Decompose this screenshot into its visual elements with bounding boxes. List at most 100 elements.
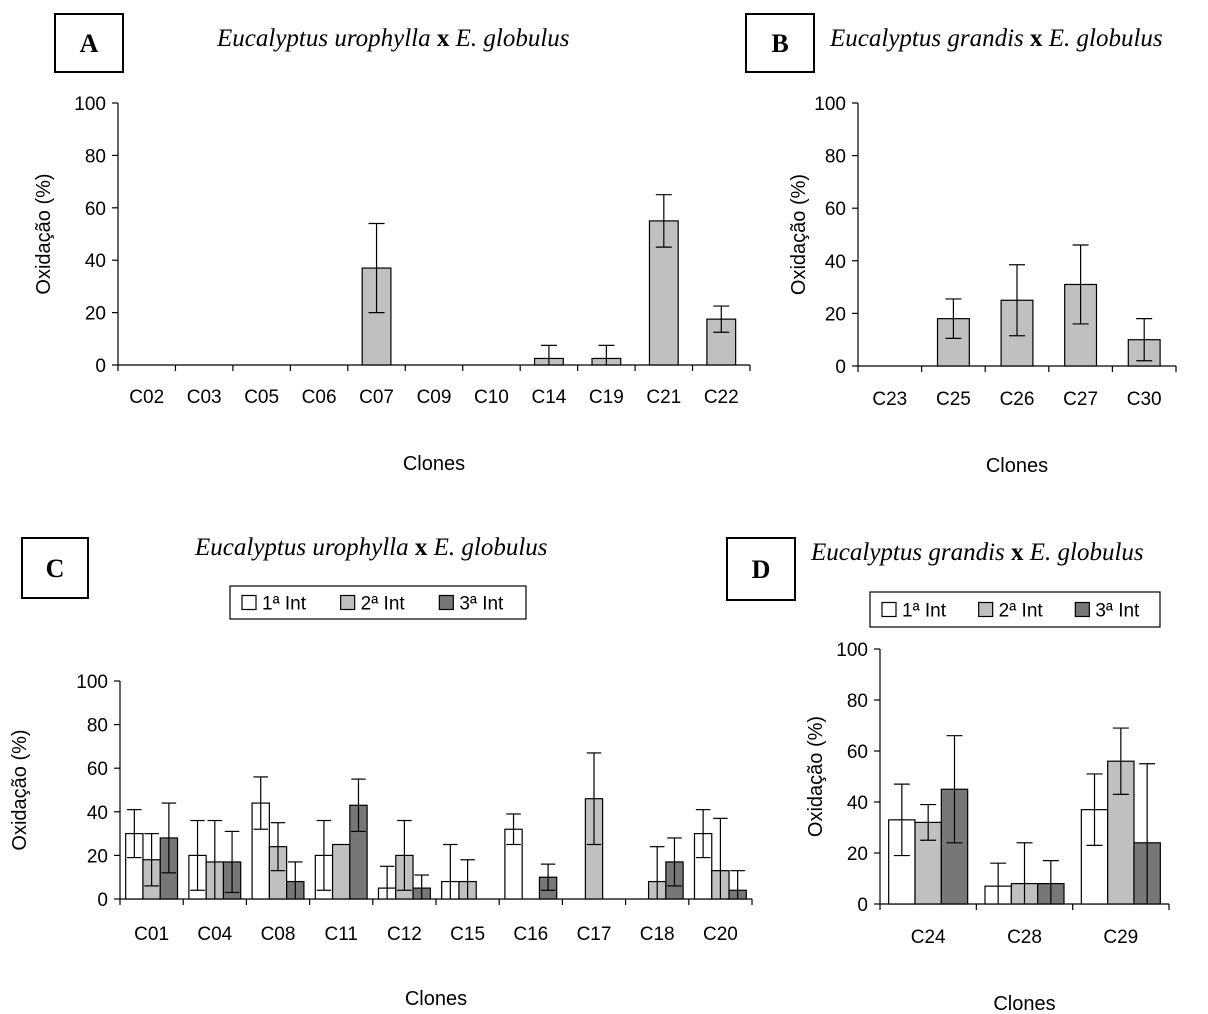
y-tick-label: 80 bbox=[825, 147, 846, 168]
y-axis-label: Oxidação (%) bbox=[33, 173, 55, 294]
x-tick-label: C27 bbox=[1063, 389, 1098, 410]
y-tick-label: 20 bbox=[847, 844, 868, 865]
chart-title: Eucalyptus grandis x E. globulus bbox=[810, 539, 1144, 566]
x-tick-label: C15 bbox=[450, 924, 485, 945]
title-species-2: E. globulus bbox=[1029, 539, 1144, 566]
x-axis-label: Clones bbox=[405, 988, 467, 1010]
title-species-1: Eucalyptus urophylla bbox=[194, 534, 409, 561]
x-tick-label: C18 bbox=[640, 924, 675, 945]
legend: 1ª Int 2ª Int 3ª Int bbox=[229, 585, 527, 620]
x-tick-label: C29 bbox=[1103, 927, 1138, 948]
y-tick-label: 60 bbox=[847, 742, 868, 763]
chart-panel-d: D Eucalyptus grandis x E. globulus 0 20 40 60… bbox=[726, 537, 1170, 1014]
y-tick-label: 80 bbox=[87, 716, 108, 737]
chart-panel-c: C Eucalyptus urophylla x E. globulus 0 20 40… bbox=[9, 534, 753, 1010]
y-tick-label: 0 bbox=[857, 895, 868, 916]
title-species-2: E. globulus bbox=[455, 25, 570, 52]
x-tick-label: C01 bbox=[134, 924, 169, 945]
chart-panel-a: A Eucalyptus urophylla x E. globulus 0 20 40… bbox=[33, 13, 751, 475]
title-species-1: Eucalyptus grandis bbox=[810, 539, 1005, 566]
x-tick-label: C20 bbox=[703, 924, 738, 945]
y-tick-label: 40 bbox=[87, 803, 108, 824]
x-tick-label: C26 bbox=[1000, 389, 1035, 410]
x-tick-label: C07 bbox=[359, 387, 394, 408]
x-tick-label: C17 bbox=[577, 924, 612, 945]
legend-label: 2ª Int bbox=[999, 601, 1044, 622]
title-cross: x bbox=[1005, 539, 1030, 566]
chart-title: Eucalyptus grandis x E. globulus bbox=[829, 25, 1163, 52]
x-tick-label: C30 bbox=[1127, 389, 1162, 410]
y-tick-label: 60 bbox=[87, 759, 108, 780]
x-tick-label: C08 bbox=[261, 924, 296, 945]
x-tick-label: C04 bbox=[197, 924, 232, 945]
legend-swatch bbox=[1074, 601, 1090, 618]
x-tick-label: C14 bbox=[531, 387, 566, 408]
legend: 1ª Int 2ª Int 3ª Int bbox=[869, 591, 1161, 628]
panel-label-box bbox=[745, 13, 815, 73]
title-cross: x bbox=[1024, 25, 1049, 52]
y-tick-label: 60 bbox=[85, 199, 106, 220]
x-tick-label: C11 bbox=[324, 924, 357, 945]
y-axis-label: Oxidação (%) bbox=[788, 174, 810, 295]
x-tick-label: C22 bbox=[704, 387, 739, 408]
legend-swatch bbox=[978, 601, 994, 618]
title-species-1: Eucalyptus grandis bbox=[829, 25, 1024, 52]
y-tick-label: 0 bbox=[95, 356, 106, 377]
legend-label: 3ª Int bbox=[459, 594, 504, 615]
y-tick-label: 0 bbox=[97, 890, 108, 911]
y-tick-label: 0 bbox=[835, 357, 846, 378]
y-tick-label: 60 bbox=[825, 199, 846, 220]
y-tick-label: 40 bbox=[825, 252, 846, 273]
y-tick-label: 40 bbox=[85, 251, 106, 272]
x-tick-label: C19 bbox=[589, 387, 624, 408]
x-tick-label: C10 bbox=[474, 387, 509, 408]
legend-label: 1ª Int bbox=[902, 601, 947, 622]
bar bbox=[940, 788, 969, 905]
title-species-2: E. globulus bbox=[1048, 25, 1163, 52]
title-species-1: Eucalyptus urophylla bbox=[216, 25, 431, 52]
panel-label-box bbox=[21, 537, 89, 599]
x-tick-label: C05 bbox=[244, 387, 279, 408]
y-tick-label: 80 bbox=[847, 691, 868, 712]
chart-panel-b: B Eucalyptus grandis x E. globulus 0 20 40 60… bbox=[745, 13, 1177, 477]
legend-label: 2ª Int bbox=[361, 594, 406, 615]
legend-frame bbox=[229, 585, 527, 620]
legend-swatch bbox=[340, 594, 356, 611]
legend-swatch bbox=[241, 594, 257, 611]
legend-frame bbox=[869, 591, 1161, 628]
y-tick-label: 20 bbox=[85, 304, 106, 325]
x-tick-label: C03 bbox=[187, 387, 222, 408]
y-tick-label: 40 bbox=[847, 793, 868, 814]
x-tick-label: C23 bbox=[872, 389, 907, 410]
panel-label-box bbox=[726, 537, 796, 601]
x-tick-label: C25 bbox=[936, 389, 971, 410]
legend-label: 1ª Int bbox=[262, 594, 307, 615]
legend-label: 3ª Int bbox=[1095, 601, 1140, 622]
x-tick-label: C09 bbox=[417, 387, 452, 408]
title-cross: x bbox=[409, 534, 434, 561]
y-tick-label: 100 bbox=[836, 640, 868, 661]
x-tick-label: C06 bbox=[302, 387, 337, 408]
x-tick-label: C12 bbox=[387, 924, 422, 945]
y-tick-label: 100 bbox=[76, 672, 108, 693]
panel-label: B bbox=[771, 29, 788, 58]
legend-swatch bbox=[881, 601, 897, 618]
legend-swatch bbox=[438, 594, 454, 611]
y-tick-label: 100 bbox=[814, 94, 846, 115]
x-tick-label: C28 bbox=[1007, 927, 1042, 948]
bar bbox=[331, 843, 351, 900]
x-tick-label: C24 bbox=[911, 927, 946, 948]
y-axis-label: Oxidação (%) bbox=[9, 729, 31, 850]
y-tick-label: 20 bbox=[825, 304, 846, 325]
x-axis-label: Clones bbox=[403, 453, 465, 475]
chart-title: Eucalyptus urophylla x E. globulus bbox=[216, 25, 570, 52]
x-tick-label: C02 bbox=[129, 387, 164, 408]
title-species-2: E. globulus bbox=[433, 534, 548, 561]
x-tick-label: C21 bbox=[646, 387, 681, 408]
x-axis-label: Clones bbox=[986, 455, 1048, 477]
x-tick-label: C16 bbox=[513, 924, 548, 945]
panel-label: D bbox=[752, 555, 771, 584]
chart-title: Eucalyptus urophylla x E. globulus bbox=[194, 534, 548, 561]
y-tick-label: 20 bbox=[87, 846, 108, 867]
panel-label: C bbox=[46, 554, 65, 583]
